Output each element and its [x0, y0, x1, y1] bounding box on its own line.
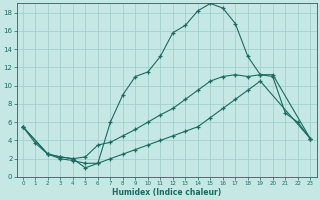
X-axis label: Humidex (Indice chaleur): Humidex (Indice chaleur) — [112, 188, 221, 197]
